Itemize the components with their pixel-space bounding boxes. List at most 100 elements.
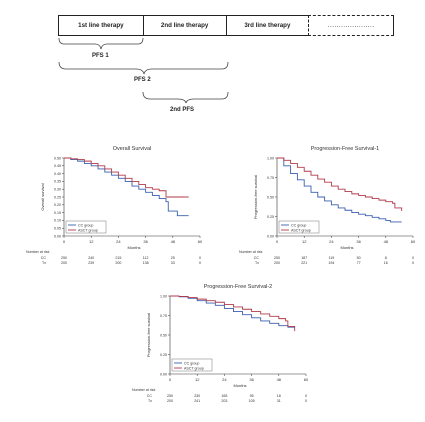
- pfs1-y-tick-label: 0.50: [267, 195, 274, 199]
- pfs2-risk-value: 95: [250, 394, 254, 398]
- pfs1-ylabel: Progression-free survival: [253, 175, 258, 219]
- pfs1-plot: Progression-Free Survival-1 Progression-f…: [239, 146, 416, 265]
- pfs1-x-tick-label: 60: [411, 239, 416, 244]
- pfs1-risk-title: Number at risk: [239, 250, 263, 254]
- pfs2-risk-value: 241: [194, 399, 200, 403]
- pfs2-xlabel: Months: [233, 383, 246, 388]
- second-line-box: 2nd line therapy: [142, 15, 226, 36]
- os-y-tick-label: 0.35: [54, 180, 61, 184]
- os-x-tick-label: 12: [89, 239, 94, 244]
- pfs1-y-tick-label: 1.00: [267, 156, 274, 160]
- os-risk-value: 240: [88, 256, 94, 260]
- os-risk-value: 200: [115, 261, 121, 265]
- os-legend-label: ASCT group: [78, 228, 98, 232]
- os-risk-value: 250: [61, 256, 67, 260]
- pfs1-legend-label: ASCT group: [291, 228, 311, 232]
- pfs2-y-tick-label: 0.75: [160, 314, 167, 318]
- chart-overall-survival: Overall Survival Overall survival Months 0.…: [0, 140, 212, 275]
- os-y-tick-label: 0.45: [54, 164, 61, 168]
- pfs2-x-tick-label: 36: [249, 377, 254, 382]
- pfs2-legend-label: ASCT group: [184, 366, 204, 370]
- os-risk-value: 0: [199, 256, 201, 260]
- pfs1-risk-value: 8: [385, 256, 387, 260]
- second-pfs-label: 2nd PFS: [170, 107, 195, 113]
- pfs2-y-tick-label: 0.00: [160, 372, 167, 376]
- os-y-tick-label: 0.00: [54, 234, 61, 238]
- pfs1-risk-value: 0: [412, 256, 414, 260]
- pfs1-series-cc: [277, 157, 402, 223]
- os-risk-value: 200: [61, 261, 67, 265]
- further-lines-box: .....................: [308, 15, 394, 36]
- pfs1-risk-value: 119: [329, 256, 335, 260]
- pfs1-x-tick-label: 0: [276, 239, 279, 244]
- os-ylabel: Overall survival: [40, 183, 45, 210]
- brace-2nd-pfs: [142, 91, 229, 104]
- pfs2-risk-value: 0: [305, 394, 307, 398]
- pfs2-series-cc: [170, 295, 295, 328]
- os-y-tick-label: 0.15: [54, 211, 61, 215]
- os-risk-value: 138: [143, 261, 149, 265]
- therapy-lines: 1st line therapy 2nd line therapy 3rd li…: [58, 15, 394, 36]
- overall-survival-plot: Overall Survival Overall survival Months 0.…: [26, 146, 203, 265]
- pfs2-x-tick-label: 24: [222, 377, 227, 382]
- pfs1-y-tick-label: 0.25: [267, 215, 274, 219]
- pfs1-risk-value: 194: [328, 261, 334, 265]
- pfs2-y-tick-label: 0.50: [160, 333, 167, 337]
- os-x-tick-label: 36: [143, 239, 148, 244]
- os-y-tick-label: 0.30: [54, 188, 61, 192]
- pfs1-y-tick-label: 0.00: [267, 234, 274, 238]
- first-line-box: 1st line therapy: [58, 15, 143, 36]
- os-risk-title: Number at risk: [26, 250, 50, 254]
- pfs1-risk-value: 50: [357, 256, 361, 260]
- pfs2-risk-value: 0: [305, 399, 307, 403]
- pfs2-x-tick-label: 60: [304, 377, 309, 382]
- pfs1-series-asct: [277, 157, 403, 212]
- pfs1-xlabel: Months: [340, 245, 353, 250]
- brace-lines: [58, 37, 229, 104]
- os-risk-value: 0: [199, 261, 201, 265]
- os-x-tick-label: 60: [198, 239, 203, 244]
- pfs2-risk-row-label: CC: [147, 394, 153, 398]
- pfs1-risk-value: 200: [274, 261, 280, 265]
- pfs2-x-tick-label: 0: [169, 377, 172, 382]
- pfs2-risk-value: 105: [249, 399, 255, 403]
- os-series-cc: [64, 157, 189, 217]
- pfs2-risk-value: 18: [277, 394, 281, 398]
- os-risk-value: 25: [171, 256, 175, 260]
- pfs1-x-tick-label: 24: [329, 239, 334, 244]
- os-x-tick-label: 24: [116, 239, 121, 244]
- pfs2-risk-value: 165: [221, 394, 227, 398]
- pfs1-y-tick-label: 0.75: [267, 176, 274, 180]
- pfs2-legend-label: CC group: [184, 361, 199, 365]
- pfs1-risk-value: 0: [412, 261, 414, 265]
- pfs2-risk-value: 200: [167, 399, 173, 403]
- pfs1-risk-value: 16: [384, 261, 388, 265]
- pfs2-risk-value: 31: [277, 399, 281, 403]
- pfs1-risk-value: 187: [301, 256, 307, 260]
- pfs2-series-asct: [170, 295, 296, 332]
- pfs2-x-tick-label: 12: [195, 377, 200, 382]
- os-risk-row-label: CC: [41, 256, 47, 260]
- pfs1-title: Progression-Free Survival-1: [311, 146, 379, 152]
- pfs1-label: PFS 1: [92, 53, 109, 59]
- os-risk-row-label: Tx: [42, 261, 46, 265]
- pfs2-risk-title: Number at risk: [132, 388, 156, 392]
- os-y-tick-label: 0.10: [54, 219, 61, 223]
- pfs1-legend-label: CC group: [291, 223, 306, 227]
- pfs1-x-tick-label: 48: [384, 239, 389, 244]
- os-risk-value: 33: [171, 261, 175, 265]
- pfs1-risk-row-label: CC: [254, 256, 260, 260]
- pfs2-risk-value: 203: [221, 399, 227, 403]
- os-title: Overall Survival: [113, 146, 152, 152]
- pfs2-label: PFS 2: [134, 77, 151, 83]
- brace-pfs2: [58, 61, 229, 75]
- pfs2-y-tick-label: 0.25: [160, 353, 167, 357]
- os-x-tick-label: 0: [63, 239, 66, 244]
- pfs1-x-tick-label: 36: [356, 239, 361, 244]
- pfs2-y-tick-label: 1.00: [160, 294, 167, 298]
- pfs1-x-tick-label: 12: [302, 239, 307, 244]
- os-y-tick-label: 0.20: [54, 203, 61, 207]
- brace-pfs1: [58, 37, 144, 50]
- pfs1-risk-value: 250: [274, 256, 280, 260]
- pfs2-risk-value: 250: [167, 394, 173, 398]
